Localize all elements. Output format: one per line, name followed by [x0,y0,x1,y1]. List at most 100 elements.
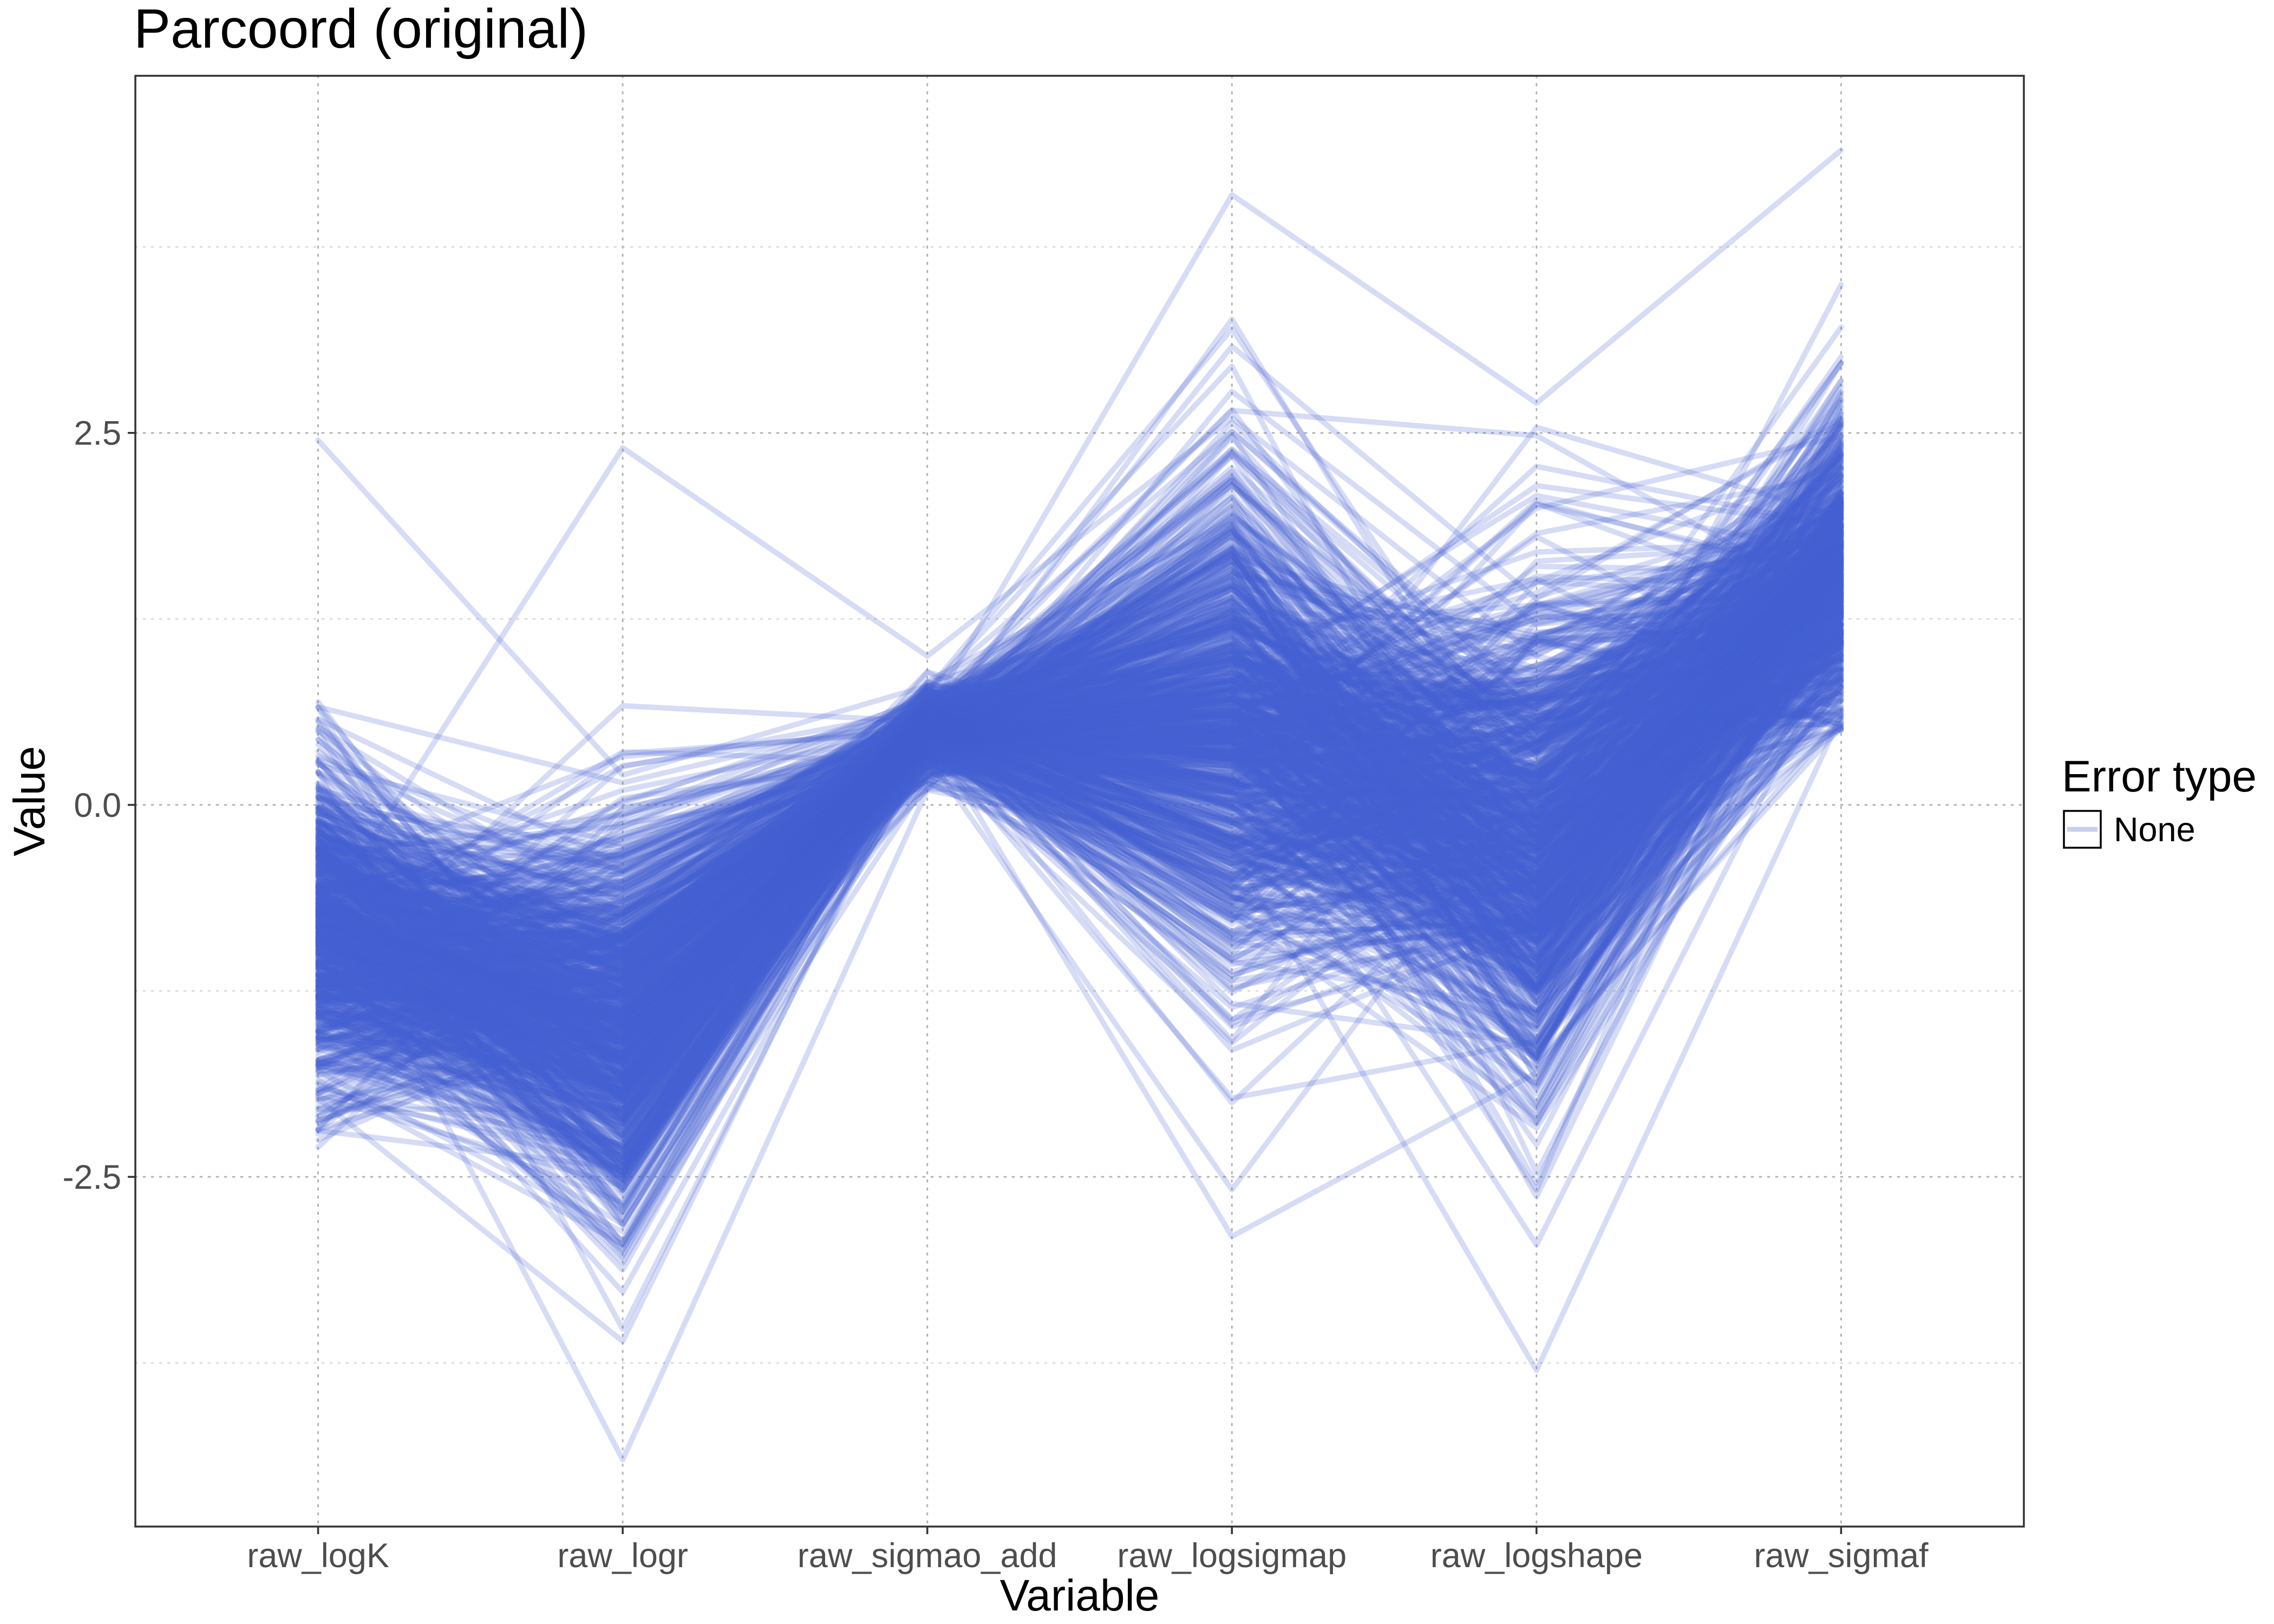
series-line [315,634,1844,977]
series-line [315,540,1844,947]
x-tick-label: raw_sigmao_add [798,1537,1057,1575]
series-line [315,532,1844,1214]
series-line [315,682,1844,996]
series-line [315,602,1844,990]
series-line [315,640,1844,1103]
series-line [315,547,1844,942]
series-line [315,534,1844,949]
series-line [315,615,1844,1029]
series-line [315,542,1844,1007]
series-line [315,592,1844,1081]
series-line [315,555,1844,1057]
series-line [315,641,1844,1022]
series-line [315,561,1844,1148]
series-line [315,361,1844,977]
series-line [315,540,1844,1084]
series-line [315,503,1844,943]
series-line [315,554,1844,886]
series-line [315,538,1844,1092]
series-line [315,424,1844,1105]
series-line [315,512,1844,850]
x-tick-label: raw_logshape [1430,1537,1643,1575]
series-line [315,618,1844,946]
series-line [315,578,1844,896]
series-line [315,634,1844,1243]
series-line [315,670,1844,983]
series-line [315,621,1844,1226]
series-line [315,558,1844,1101]
series-line [315,584,1844,1065]
series-line [315,561,1844,1057]
series-line [315,595,1844,1040]
series-line [315,548,1844,920]
series-line [315,489,1844,941]
series-line-extreme [315,415,1844,927]
series-line [315,614,1844,1011]
series-line [315,534,1844,948]
series-line [315,501,1844,958]
series-line [315,569,1844,1029]
series-line [315,620,1844,992]
series-line [315,590,1844,1139]
series-line [315,610,1844,1067]
series-line [315,523,1844,1006]
series-line [315,562,1844,994]
series-line [315,466,1844,945]
series-line [315,638,1844,991]
series-line [315,559,1844,1151]
series-line [315,506,1844,1056]
series-line [315,529,1844,1059]
series-line [315,510,1844,919]
series-line [315,528,1844,1077]
series-line-extreme [315,437,1844,778]
y-tick-label: 0.0 [74,787,121,824]
series-line [315,578,1844,1082]
series-line [315,553,1844,984]
series-line [315,587,1844,1085]
series-line [315,573,1844,1078]
series-line [315,592,1844,1059]
series-line [315,557,1844,1104]
series-line [315,581,1844,1063]
series-line [315,587,1844,1068]
series-line [315,474,1844,985]
series-line [315,559,1844,968]
series-line [315,508,1844,1064]
series-line [315,496,1844,1144]
series-line [315,498,1844,994]
series-line [315,613,1844,1029]
series-line [315,506,1844,964]
series-line [315,645,1844,1007]
series-line [315,418,1844,1106]
series-line [315,532,1844,975]
series-line [315,316,1844,920]
series-line [315,641,1844,984]
series-line [315,529,1844,952]
series-line [315,472,1844,1129]
series-line [315,575,1844,1040]
series-line [315,420,1844,941]
series-line [315,566,1844,1059]
series-line [315,526,1844,1024]
series-line [315,569,1844,1145]
series-line [315,543,1844,967]
series-line [315,467,1844,1009]
series-line [315,580,1844,1099]
series-line [315,551,1844,1043]
series-line [315,574,1844,1104]
series-line [315,495,1844,1064]
series-line [315,543,1844,1193]
series-line [315,689,1844,1165]
series-line [315,449,1844,1068]
series-line [315,505,1844,1062]
series-line [315,565,1844,1132]
series-line [315,416,1844,1016]
series-line [315,666,1844,1121]
series-line [315,638,1844,1048]
series-line [315,575,1844,1119]
series-line [315,600,1844,1178]
series-line [315,481,1844,1024]
series-line [315,627,1844,993]
series-line [315,525,1844,1092]
series-line [315,521,1844,1186]
